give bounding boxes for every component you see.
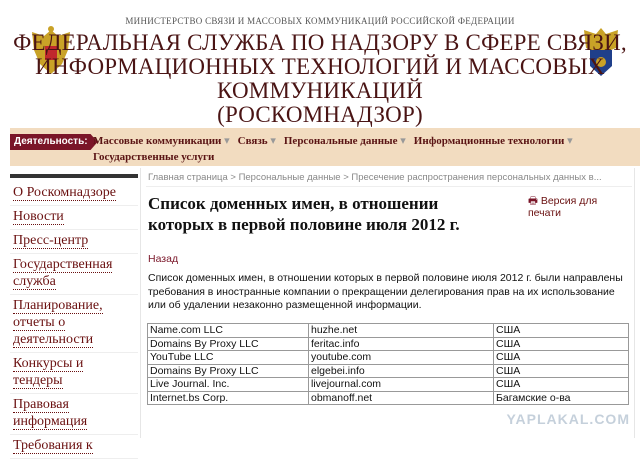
country-cell: США xyxy=(493,377,629,392)
country-cell: Багамские о-ва xyxy=(493,390,629,405)
country-cell: США xyxy=(493,336,629,351)
country-cell: США xyxy=(493,363,629,378)
breadcrumb[interactable]: Главная страница > Персональные данные >… xyxy=(148,172,602,183)
nav-item-public-services[interactable]: Государственные услуги xyxy=(93,151,215,163)
registrar-cell: Live Journal. Inc. xyxy=(147,377,309,392)
registrar-cell: YouTube LLC xyxy=(147,350,309,365)
agency-title-line-2: ИНФОРМАЦИОННЫХ ТЕХНОЛОГИЙ И МАССОВЫХ xyxy=(35,54,605,79)
registrar-cell: Domains By Proxy LLC xyxy=(147,336,309,351)
divider xyxy=(146,186,632,187)
domains-table: Name.com LLC huzhe.net США Domains By Prox… xyxy=(147,323,629,405)
table-row: YouTube LLC youtube.com США xyxy=(147,350,629,365)
content-area xyxy=(140,168,635,438)
activity-nav xyxy=(10,128,640,166)
chevron-down-icon: ▾ xyxy=(224,135,230,147)
table-row: Domains By Proxy LLC feritac.info США xyxy=(147,336,629,351)
domain-cell: youtube.com xyxy=(308,350,494,365)
nav-item-mass-communications[interactable]: Массовые коммуникации ▾ xyxy=(93,135,230,147)
ministry-caption: МИНИСТЕРСТВО СВЯЗИ И МАССОВЫХ КОММУНИКАЦ… xyxy=(125,16,515,26)
country-cell: США xyxy=(493,323,629,338)
sidebar-item-civil-service[interactable]: Государственная служба xyxy=(10,254,138,295)
nav-item-it[interactable]: Информационные технологии ▾ xyxy=(413,135,573,147)
sidebar-item-planning[interactable]: Планирование, отчеты о деятельности xyxy=(10,295,138,353)
domain-cell: huzhe.net xyxy=(308,323,494,338)
country-cell: США xyxy=(493,350,629,365)
sidebar-item-news[interactable]: Новости xyxy=(10,206,138,230)
table-row: Internet.bs Corp. obmanoff.net Багамские о… xyxy=(147,390,629,405)
print-version-link[interactable]: 🖶 Версия для печати xyxy=(528,195,598,219)
domain-cell: elgebei.info xyxy=(308,363,494,378)
agency-title-line-3: КОММУНИКАЦИЙ xyxy=(217,78,423,103)
table-row: Live Journal. Inc. livejournal.com США xyxy=(147,377,629,392)
agency-title-line-1: ФЕДЕРАЛЬНАЯ СЛУЖБА ПО НАДЗОРУ В СФЕРЕ СВ… xyxy=(13,30,627,55)
watermark: YAPLAKAL.COM xyxy=(506,411,630,427)
page-title: Список доменных имен, в отношении которы… xyxy=(148,194,460,234)
chevron-down-icon: ▾ xyxy=(400,135,406,147)
registrar-cell: Name.com LLC xyxy=(147,323,309,338)
nav-items: Массовые коммуникации ▾ Связь ▾ Персонал… xyxy=(93,134,633,165)
table-row: Domains By Proxy LLC elgebei.info США xyxy=(147,363,629,378)
nav-item-communications[interactable]: Связь ▾ xyxy=(237,135,276,147)
intro-paragraph: Список доменных имен, в отношении которы… xyxy=(148,272,623,311)
agency-title-line-4: (РОСКОМНАДЗОР) xyxy=(217,102,423,127)
back-link[interactable]: Назад xyxy=(148,253,179,265)
roskomnadzor-emblem-icon xyxy=(584,28,618,76)
registrar-cell: Domains By Proxy LLC xyxy=(147,363,309,378)
sidebar-item-about[interactable]: О Роскомнадзоре xyxy=(10,182,138,206)
domain-cell: feritac.info xyxy=(308,336,494,351)
domain-cell: livejournal.com xyxy=(308,377,494,392)
chevron-down-icon: ▾ xyxy=(567,135,573,147)
nav-label: Деятельность: xyxy=(10,134,98,150)
sidebar: О Роскомнадзоре Новости Пресс-центр Госу… xyxy=(10,174,138,459)
registrar-cell: Internet.bs Corp. xyxy=(147,390,309,405)
domain-cell: obmanoff.net xyxy=(308,390,494,405)
printer-icon: 🖶 xyxy=(528,195,538,207)
sidebar-item-tenders[interactable]: Конкурсы и тендеры xyxy=(10,353,138,394)
russian-emblem-icon xyxy=(32,26,70,74)
sidebar-divider xyxy=(10,174,138,178)
chevron-down-icon: ▾ xyxy=(270,135,276,147)
sidebar-item-requirements[interactable]: Требования к xyxy=(10,435,138,459)
nav-item-personal-data[interactable]: Персональные данные ▾ xyxy=(283,135,406,147)
sidebar-item-press[interactable]: Пресс-центр xyxy=(10,230,138,254)
table-row: Name.com LLC huzhe.net США xyxy=(147,323,629,338)
